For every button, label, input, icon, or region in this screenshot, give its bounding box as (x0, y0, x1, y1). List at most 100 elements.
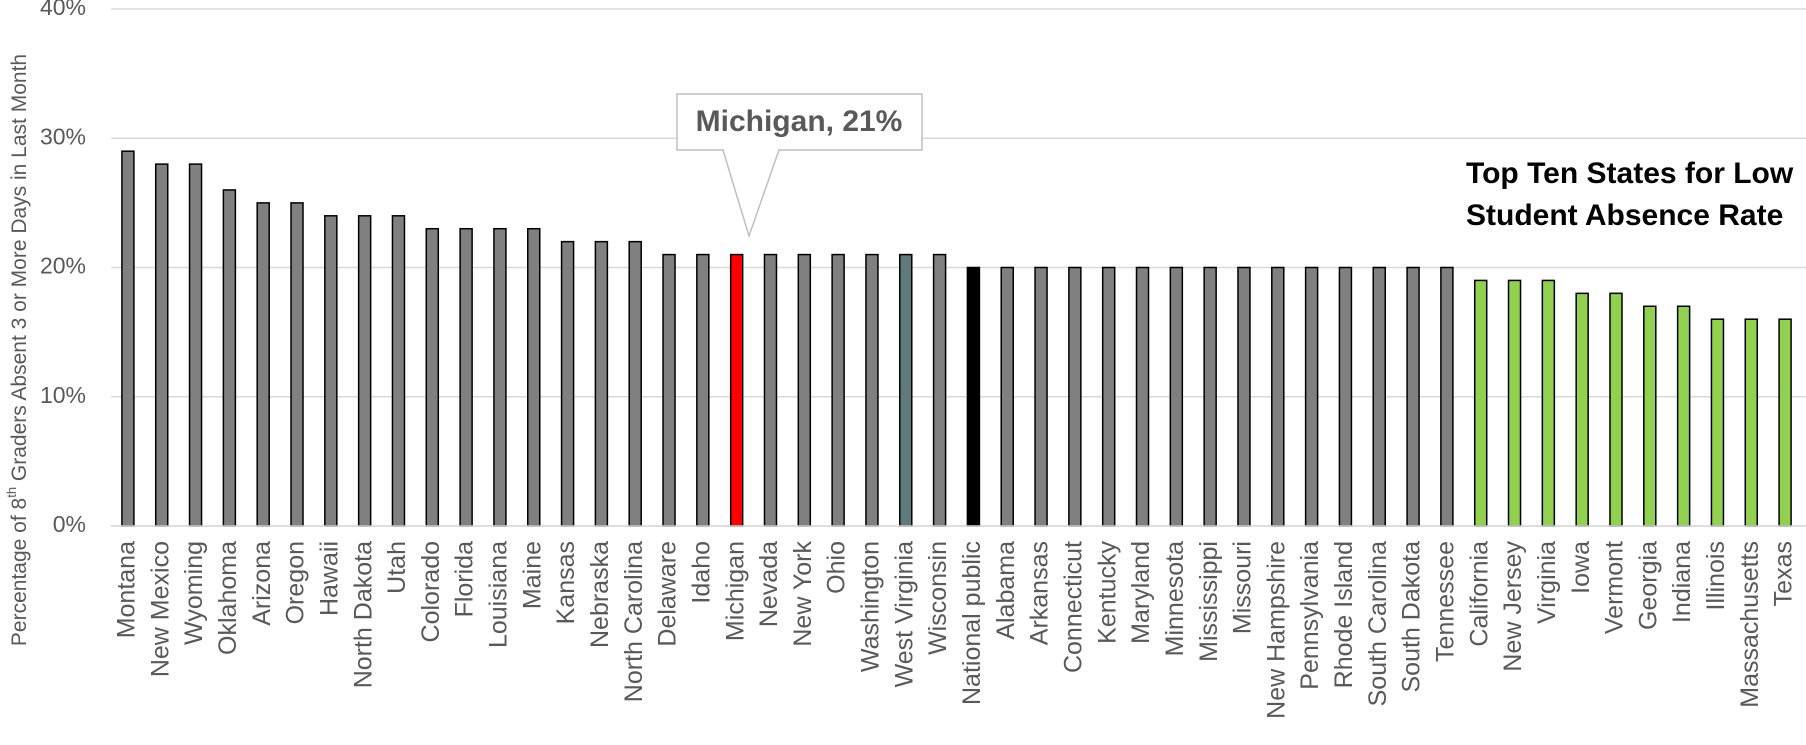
bar (154, 163, 169, 527)
callout-label: Michigan, 21% (696, 105, 903, 138)
y-tick-label: 10% (40, 382, 86, 408)
note-line: Student Absence Rate (1466, 199, 1783, 232)
x-tick-label: Ohio (823, 541, 851, 594)
y-label-part: Percentage of 8 (8, 498, 31, 646)
y-axis-label: Percentage of 8th Graders Absent 3 or Mo… (4, 54, 31, 646)
bar (696, 253, 710, 527)
bar (560, 240, 575, 527)
bar (1135, 266, 1150, 527)
x-tick-label: Delaware (654, 541, 682, 647)
bar (1710, 318, 1725, 527)
x-tick-label: Nebraska (586, 541, 614, 648)
bar (121, 150, 135, 527)
bar (391, 215, 406, 527)
x-tick-label: Massachusetts (1736, 541, 1764, 708)
x-tick-label: Idaho (687, 541, 715, 604)
bar (1575, 292, 1589, 527)
bar (1609, 292, 1623, 527)
bar (1034, 266, 1048, 527)
bar (1440, 266, 1454, 527)
bar (1778, 318, 1792, 527)
x-tick-label: Georgia (1634, 541, 1662, 630)
bar (865, 253, 879, 527)
x-tick-label: Wyoming (180, 541, 208, 645)
bar (527, 227, 541, 527)
x-tick-label: Arizona (248, 541, 276, 626)
x-tick-label: Pennsylvania (1296, 541, 1324, 690)
bar (932, 253, 947, 527)
note-line: Top Ten States for Low (1466, 157, 1794, 190)
bar (1372, 266, 1386, 527)
x-tick-label: Utah (383, 541, 411, 594)
bar (459, 227, 473, 527)
x-tick-label: Iowa (1567, 541, 1595, 594)
bar (594, 240, 609, 527)
bar (1507, 279, 1522, 527)
x-tick-label: Maryland (1127, 541, 1155, 644)
bar (188, 163, 203, 527)
bar (357, 215, 372, 527)
y-label-part: Graders Absent 3 or More Days in Last Mo… (8, 54, 31, 487)
x-tick-label: West Virginia (890, 541, 918, 687)
y-tick-label: 40% (40, 0, 86, 20)
x-tick-label: National public (958, 541, 986, 705)
x-tick-label: Louisiana (485, 541, 513, 648)
x-tick-label: Florida (451, 541, 479, 618)
bar (831, 253, 845, 527)
x-tick-label: Hawaii (315, 541, 343, 616)
bar (1541, 279, 1556, 527)
x-tick-label: Connecticut (1059, 541, 1087, 673)
y-tick-label: 0% (53, 511, 86, 537)
x-tick-label: New Jersey (1499, 541, 1527, 672)
bar (290, 202, 304, 527)
bar (966, 266, 981, 527)
x-tick-label: Rhode Island (1330, 541, 1358, 688)
bar (1744, 318, 1759, 527)
x-tick-label: Maine (518, 541, 546, 609)
bar (222, 189, 237, 527)
bar (729, 253, 744, 527)
y-tick-label: 20% (40, 253, 86, 279)
x-tick-label: New Mexico (146, 541, 174, 677)
x-tick-label: Kentucky (1093, 541, 1121, 644)
bar (1101, 266, 1116, 527)
x-tick-label: Arkansas (1026, 541, 1054, 645)
x-tick-label: Texas (1770, 541, 1798, 606)
bar (1271, 266, 1285, 527)
x-tick-label: Michigan (721, 541, 749, 641)
bar (1237, 266, 1251, 527)
bar (797, 253, 812, 527)
x-tick-label: Indiana (1668, 541, 1696, 623)
x-tick-label: Montana (113, 541, 141, 638)
x-tick-label: Alabama (992, 541, 1020, 640)
x-tick-label: Washington (857, 541, 885, 672)
x-tick-label: Missouri (1229, 541, 1257, 634)
y-label-sup: th (4, 487, 19, 498)
x-tick-label: Wisconsin (924, 541, 952, 655)
callout-pointer (722, 149, 780, 239)
x-tick-label: Oklahoma (214, 541, 242, 655)
x-tick-label: North Carolina (620, 541, 648, 702)
x-tick-label: Vermont (1601, 541, 1629, 634)
bar (1068, 266, 1082, 527)
x-tick-label: Tennessee (1431, 541, 1459, 662)
bar (1473, 279, 1488, 527)
x-tick-label: Illinois (1702, 541, 1730, 610)
x-tick-label: Virginia (1533, 541, 1561, 624)
bar (763, 253, 778, 527)
x-tick-label: Mississippi (1195, 541, 1223, 662)
callout-box (676, 93, 923, 151)
bar (1203, 266, 1217, 527)
bar (256, 202, 270, 527)
x-tick-label: New York (789, 541, 817, 647)
x-tick-label: California (1465, 541, 1493, 647)
bar (1169, 266, 1184, 527)
bar (662, 253, 676, 527)
x-tick-label: Minnesota (1161, 541, 1189, 656)
bar (425, 227, 440, 527)
x-tick-label: South Carolina (1364, 541, 1392, 706)
y-tick-label: 30% (40, 123, 86, 149)
bar (1643, 305, 1657, 527)
x-tick-label: New Hampshire (1262, 541, 1290, 719)
